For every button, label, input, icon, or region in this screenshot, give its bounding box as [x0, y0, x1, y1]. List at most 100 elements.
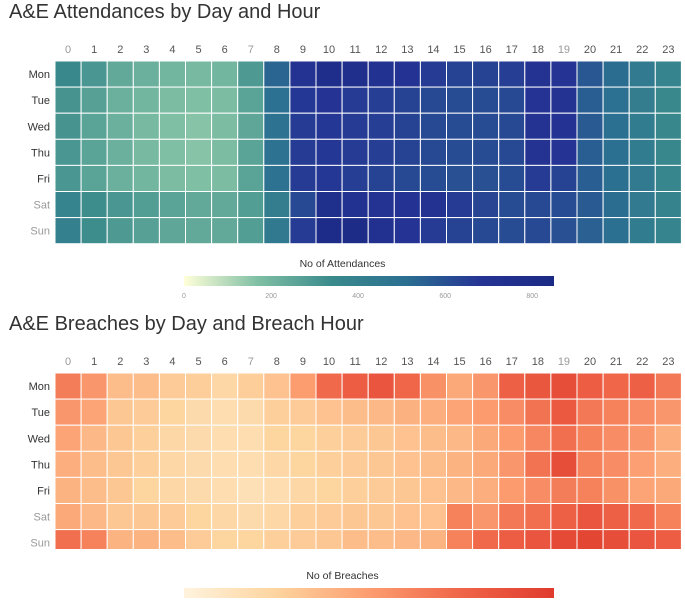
- heatmap-cell: [524, 398, 552, 426]
- heatmap-cell: [393, 191, 421, 219]
- heatmap-cell: [289, 191, 317, 219]
- heatmap-cell: [524, 529, 552, 549]
- heatmap-cell: [315, 372, 343, 400]
- y-tick-label: Fri: [37, 173, 50, 185]
- heatmap-cell: [237, 503, 265, 531]
- heatmap-cell: [654, 450, 682, 478]
- heatmap-cell: [393, 86, 421, 114]
- heatmap-cell: [472, 112, 500, 140]
- heatmap-cell: [106, 86, 134, 114]
- heatmap-cell: [393, 476, 421, 504]
- heatmap-cell: [263, 86, 291, 114]
- heatmap-cell: [498, 503, 526, 531]
- heatmap-cell: [628, 112, 656, 140]
- x-tick-label: 10: [323, 44, 335, 56]
- heatmap-cell: [132, 60, 160, 88]
- legend-tick-label: 600: [439, 293, 451, 300]
- heatmap-cell: [237, 398, 265, 426]
- heatmap-cell: [237, 60, 265, 88]
- heatmap-cell: [550, 476, 578, 504]
- heatmap-cell: [185, 86, 213, 114]
- heatmap-cell: [524, 503, 552, 531]
- heatmap-cell: [576, 217, 604, 245]
- heatmap-cell: [289, 138, 317, 166]
- heatmap-cell: [654, 372, 682, 400]
- heatmap-cell: [80, 112, 108, 140]
- y-tick-label: Mon: [29, 69, 50, 81]
- heatmap-cell: [472, 450, 500, 478]
- heatmap-cell: [576, 476, 604, 504]
- heatmap-cell: [367, 138, 395, 166]
- heatmap-cell: [550, 398, 578, 426]
- y-tick-label: Sun: [30, 538, 50, 549]
- x-tick-label: 11: [349, 44, 360, 56]
- y-tick-label: Mon: [29, 381, 50, 393]
- x-tick-label: 23: [662, 356, 674, 368]
- heatmap-cell: [315, 450, 343, 478]
- x-tick-label: 2: [117, 44, 123, 56]
- heatmap-cell: [654, 529, 682, 549]
- heatmap-cell: [237, 191, 265, 219]
- x-tick-label: 1: [91, 44, 97, 56]
- heatmap-cell: [602, 424, 630, 452]
- heatmap-cell: [237, 86, 265, 114]
- heatmap-cell: [106, 60, 134, 88]
- heatmap-cell: [602, 86, 630, 114]
- heatmap-cell: [315, 60, 343, 88]
- heatmap-cell: [654, 476, 682, 504]
- heatmap-cell: [367, 112, 395, 140]
- x-tick-label: 12: [375, 44, 387, 56]
- x-tick-label: 20: [584, 44, 596, 56]
- x-tick-label: 10: [323, 356, 335, 368]
- x-tick-label: 0: [65, 356, 71, 368]
- heatmap-cell: [132, 529, 160, 549]
- heatmap-cell: [550, 112, 578, 140]
- heatmap-cell: [341, 529, 369, 549]
- heatmap-cell: [367, 476, 395, 504]
- heatmap-cell: [80, 372, 108, 400]
- heatmap-cell: [185, 60, 213, 88]
- heatmap-cell: [315, 529, 343, 549]
- heatmap-cell: [628, 503, 656, 531]
- heatmap-cell: [446, 476, 474, 504]
- y-tick-label: Tue: [31, 95, 50, 107]
- heatmap-cell: [132, 164, 160, 192]
- heatmap-cell: [446, 138, 474, 166]
- x-tick-label: 14: [427, 44, 439, 56]
- x-tick-label: 4: [169, 356, 175, 368]
- heatmap-cell: [341, 138, 369, 166]
- heatmap-cell: [211, 112, 239, 140]
- heatmap-cell: [524, 372, 552, 400]
- heatmap-cell: [367, 529, 395, 549]
- heatmap-cell: [54, 503, 82, 531]
- heatmap-cell: [211, 529, 239, 549]
- heatmap-cell: [263, 60, 291, 88]
- heatmap-cell: [80, 476, 108, 504]
- heatmap-cell: [419, 112, 447, 140]
- heatmap-cell: [654, 138, 682, 166]
- heatmap-cell: [576, 138, 604, 166]
- heatmap-cell: [237, 529, 265, 549]
- heatmap-cell: [106, 217, 134, 245]
- heatmap-cell: [263, 476, 291, 504]
- heatmap-cell: [550, 164, 578, 192]
- heatmap-cell: [54, 450, 82, 478]
- heatmap-cell: [602, 372, 630, 400]
- heatmap-cell: [498, 398, 526, 426]
- heatmap-cell: [211, 424, 239, 452]
- heatmap-cell: [446, 191, 474, 219]
- heatmap-cell: [419, 503, 447, 531]
- heatmap-cell: [289, 60, 317, 88]
- heatmap-cell: [237, 112, 265, 140]
- heatmap-cell: [576, 529, 604, 549]
- heatmap-cell: [132, 112, 160, 140]
- heatmap-cell: [132, 503, 160, 531]
- heatmap-cell: [237, 164, 265, 192]
- heatmap-cell: [472, 164, 500, 192]
- heatmap-cell: [419, 398, 447, 426]
- heatmap-cell: [341, 503, 369, 531]
- x-tick-label: 22: [636, 356, 648, 368]
- heatmap-cell: [341, 112, 369, 140]
- heatmap-cell: [628, 372, 656, 400]
- heatmap-cell: [576, 164, 604, 192]
